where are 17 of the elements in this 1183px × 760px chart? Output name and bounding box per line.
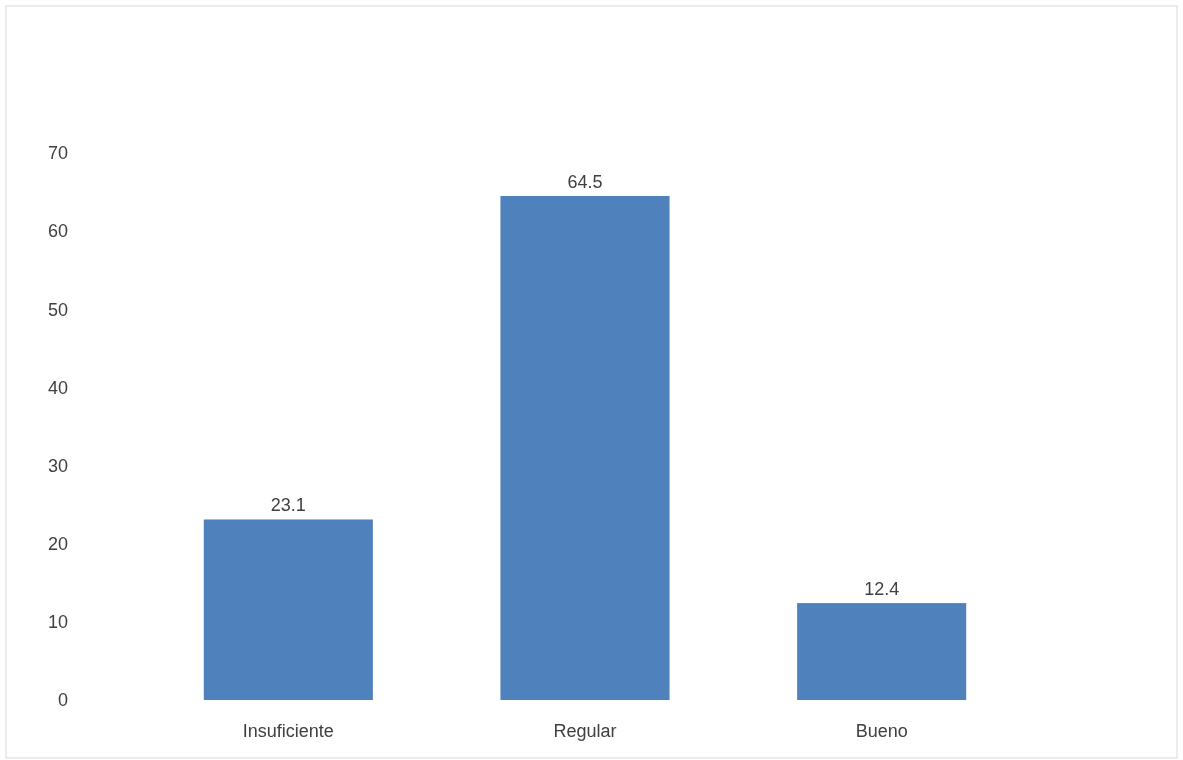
y-tick-label: 40 [47, 377, 68, 398]
bar [500, 195, 670, 700]
data-label: 12.4 [864, 579, 900, 600]
data-label: 23.1 [270, 495, 306, 516]
x-tick-label: Regular [553, 721, 617, 741]
x-tick-label: Bueno [855, 721, 908, 741]
y-tick-label: 0 [57, 690, 68, 711]
y-tick-label: 30 [47, 455, 68, 476]
bar [203, 519, 373, 700]
data-label: 64.5 [567, 171, 603, 192]
bar [797, 603, 967, 700]
x-tick-label: Insuficiente [242, 721, 334, 741]
y-tick-label: 20 [47, 534, 68, 555]
y-tick-label: 50 [47, 299, 68, 320]
y-tick-label: 60 [47, 221, 68, 242]
y-tick-label: 70 [47, 143, 68, 164]
y-tick-label: 10 [47, 612, 68, 633]
